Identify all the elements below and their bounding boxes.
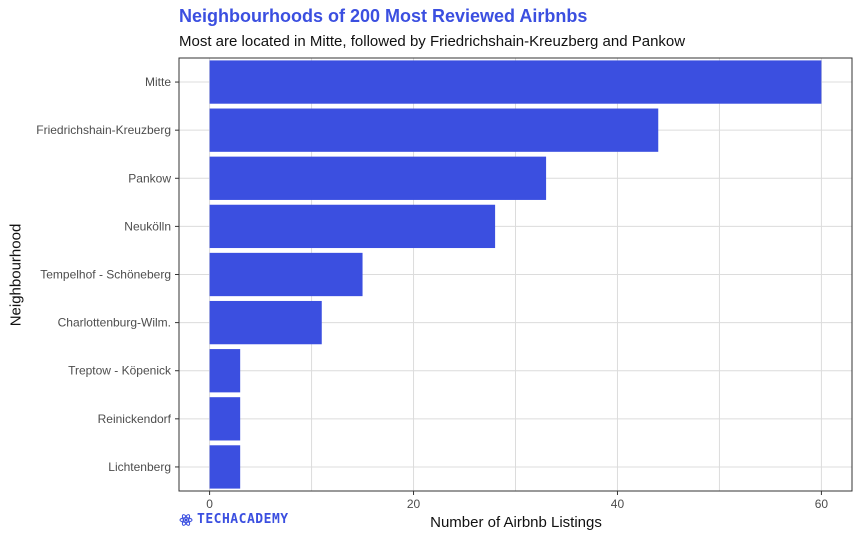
y-tick-labels: Mitte Friedrichshain-Kreuzberg Pankow Neukö… xyxy=(36,75,179,474)
y-tick-label: Pankow xyxy=(128,171,171,185)
y-tick-label: Tempelhof - Schöneberg xyxy=(40,268,171,282)
y-tick-label: Lichtenberg xyxy=(108,460,171,474)
bar-6 xyxy=(209,349,241,393)
bar-7 xyxy=(209,397,241,441)
x-tick-label: 40 xyxy=(611,497,625,511)
y-tick-label: Charlottenburg-Wilm. xyxy=(58,316,171,330)
techacademy-logo: TECHACADEMY xyxy=(179,512,289,527)
bar-8 xyxy=(209,445,241,489)
chart-title: Neighbourhoods of 200 Most Reviewed Airb… xyxy=(179,6,588,26)
plot-border xyxy=(178,57,853,492)
bar-3 xyxy=(209,204,496,249)
x-tick-label: 0 xyxy=(206,497,213,511)
y-axis-label: Neighbourhood xyxy=(7,223,25,327)
x-tick-label: 20 xyxy=(407,497,421,511)
bar-4 xyxy=(209,252,363,297)
x-axis-label: Number of Airbnb Listings xyxy=(430,514,602,531)
bars xyxy=(209,60,822,489)
y-tick-label: Reinickendorf xyxy=(98,412,172,426)
bar-2 xyxy=(209,156,547,200)
atom-icon xyxy=(179,513,193,526)
bar-1 xyxy=(209,108,659,152)
x-tick-labels: 0 20 40 60 xyxy=(206,491,828,511)
bar-5 xyxy=(209,300,322,345)
y-tick-label: Friedrichshain-Kreuzberg xyxy=(36,123,171,137)
y-tick-label: Treptow - Köpenick xyxy=(68,364,172,378)
y-tick-label: Mitte xyxy=(145,75,171,89)
y-tick-label: Neukölln xyxy=(124,219,171,233)
logo-text: TECHACADEMY xyxy=(197,512,289,527)
x-tick-label: 60 xyxy=(815,497,829,511)
bar-0 xyxy=(209,60,822,104)
chart-subtitle: Most are located in Mitte, followed by F… xyxy=(179,33,686,50)
